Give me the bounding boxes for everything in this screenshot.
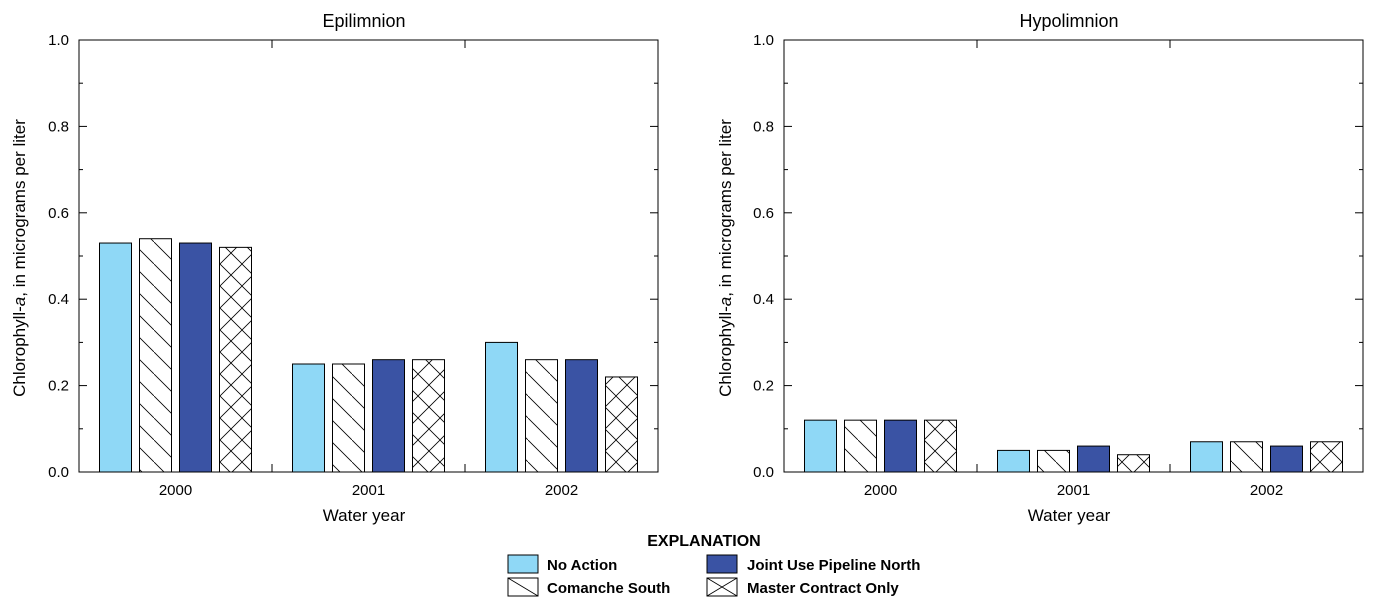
y-tick-label: 1.0 bbox=[48, 32, 69, 49]
bar-comanche-south-2000 bbox=[139, 238, 172, 473]
legend-label-no-action: No Action bbox=[547, 557, 617, 574]
legend-label-master-contract-only: Master Contract Only bbox=[747, 580, 899, 597]
y-tick-label: 0.2 bbox=[753, 378, 774, 395]
bar-master-contract-only-2000 bbox=[924, 419, 957, 473]
bar-comanche-south-2002 bbox=[1230, 441, 1263, 473]
y-axis-title: Chlorophyll-a, in micrograms per liter bbox=[716, 119, 735, 397]
x-tick-label-2002: 2002 bbox=[545, 482, 578, 499]
y-tick-label: 0.8 bbox=[753, 118, 774, 135]
y-ticks: 0.0 0.2 0.4 0.6 0.8 1.0 bbox=[48, 32, 658, 481]
bar-no-action-2001 bbox=[292, 363, 325, 473]
svg-text:Chlorophyll-a, in micrograms: Chlorophyll-a, in micrograms per liter bbox=[716, 119, 735, 397]
bar-joint-use-pipeline-north-2000 bbox=[884, 419, 917, 473]
y-tick-label: 0.0 bbox=[753, 464, 774, 481]
bar-joint-use-pipeline-north-2001 bbox=[372, 359, 405, 473]
bar-comanche-south-2000 bbox=[844, 419, 877, 473]
plot-frame bbox=[783, 39, 1364, 473]
chart-title: Hypolimnion bbox=[1019, 11, 1118, 31]
legend-swatch-joint-use-pipeline-north bbox=[706, 554, 738, 574]
bar-master-contract-only-2001 bbox=[1117, 454, 1150, 473]
bar-master-contract-only-2002 bbox=[1310, 441, 1343, 473]
x-ticks: 2000 2001 2002 bbox=[864, 40, 1283, 499]
bar-no-action-2002 bbox=[1190, 441, 1223, 473]
legend: EXPLANATION No Action Joint Use Pipeline… bbox=[507, 533, 920, 597]
x-tick-label-2001: 2001 bbox=[1057, 482, 1090, 499]
x-tick-label-2001: 2001 bbox=[352, 482, 385, 499]
x-ticks: 2000 2001 2002 bbox=[159, 40, 578, 499]
bar-master-contract-only-2001 bbox=[412, 359, 445, 473]
bar-comanche-south-2002 bbox=[525, 359, 558, 473]
svg-text:Chlorophyll-a, in micrograms: Chlorophyll-a, in micrograms per liter bbox=[10, 119, 29, 397]
x-tick-label-2000: 2000 bbox=[159, 482, 192, 499]
legend-swatch-comanche-south bbox=[507, 577, 539, 597]
y-tick-label: 1.0 bbox=[753, 32, 774, 49]
legend-title: EXPLANATION bbox=[647, 533, 760, 550]
y-tick-label: 0.6 bbox=[48, 205, 69, 222]
bar-no-action-2001 bbox=[997, 449, 1030, 473]
bar-no-action-2002 bbox=[485, 341, 518, 473]
y-tick-label: 0.8 bbox=[48, 118, 69, 135]
epilimnion-chart: Epilimnion Chlorophyll-a, in micrograms … bbox=[10, 11, 659, 525]
y-tick-label: 0.4 bbox=[753, 291, 774, 308]
bar-joint-use-pipeline-north-2000 bbox=[179, 242, 212, 473]
bar-no-action-2000 bbox=[99, 242, 132, 473]
hypolimnion-chart: Hypolimnion Chlorophyll-a, in micrograms… bbox=[716, 11, 1364, 525]
x-tick-label-2002: 2002 bbox=[1250, 482, 1283, 499]
bar-comanche-south-2001 bbox=[332, 363, 365, 473]
x-tick-label-2000: 2000 bbox=[864, 482, 897, 499]
bar-master-contract-only-2000 bbox=[219, 246, 252, 473]
y-tick-label: 0.6 bbox=[753, 205, 774, 222]
chart-title: Epilimnion bbox=[322, 11, 405, 31]
x-axis-title: Water year bbox=[323, 506, 406, 525]
legend-label-comanche-south: Comanche South bbox=[547, 580, 670, 597]
bar-joint-use-pipeline-north-2002 bbox=[1270, 445, 1303, 473]
bar-comanche-south-2001 bbox=[1037, 449, 1070, 473]
legend-swatch-master-contract-only bbox=[706, 577, 738, 597]
legend-swatch-no-action bbox=[507, 554, 539, 574]
y-axis-title: Chlorophyll-a, in micrograms per liter bbox=[10, 119, 29, 397]
y-tick-label: 0.2 bbox=[48, 378, 69, 395]
y-tick-label: 0.4 bbox=[48, 291, 69, 308]
bars bbox=[99, 238, 638, 473]
bars bbox=[804, 419, 1343, 473]
legend-label-joint-use-pipeline-north: Joint Use Pipeline North bbox=[747, 557, 920, 574]
bar-no-action-2000 bbox=[804, 419, 837, 473]
bar-master-contract-only-2002 bbox=[605, 376, 638, 473]
y-tick-label: 0.0 bbox=[48, 464, 69, 481]
y-ticks: 0.0 0.2 0.4 0.6 0.8 1.0 bbox=[753, 32, 1363, 481]
bar-joint-use-pipeline-north-2001 bbox=[1077, 445, 1110, 473]
x-axis-title: Water year bbox=[1028, 506, 1111, 525]
bar-joint-use-pipeline-north-2002 bbox=[565, 359, 598, 473]
